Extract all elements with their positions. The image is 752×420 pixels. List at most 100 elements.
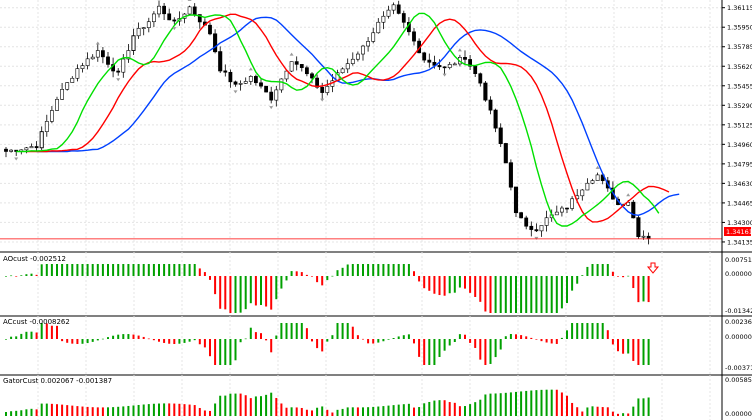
histogram-bar — [45, 264, 48, 276]
candle-body — [488, 99, 493, 111]
candle-body — [197, 14, 202, 23]
histogram-bar — [214, 276, 217, 295]
histogram-bar — [260, 333, 262, 339]
candle-body — [493, 109, 498, 129]
histogram-bar — [193, 339, 196, 341]
histogram-bar — [438, 276, 441, 296]
histogram-bar — [275, 276, 278, 300]
histogram-bar — [433, 400, 436, 416]
histogram-bar — [117, 264, 120, 276]
histogram-bar — [239, 393, 242, 416]
histogram-bar — [484, 394, 487, 416]
histogram-bar — [351, 407, 354, 416]
histogram-bar — [346, 264, 349, 276]
fractal-down-marker — [269, 106, 274, 110]
histogram-bar — [40, 323, 43, 339]
histogram-bar — [377, 406, 380, 416]
histogram-bar — [372, 264, 375, 276]
price-tick-label: 1.34630 — [727, 180, 752, 188]
candle-body — [641, 235, 646, 238]
histogram-bar — [158, 264, 160, 276]
histogram-bar — [249, 327, 252, 339]
histogram-bar — [637, 276, 640, 303]
histogram-bar — [326, 339, 329, 342]
histogram-bar — [504, 276, 507, 313]
candle-body — [75, 68, 80, 79]
candle-body — [503, 143, 508, 164]
histogram-bar — [453, 402, 456, 416]
histogram-bar — [331, 335, 334, 339]
histogram-bar — [35, 409, 38, 416]
histogram-bar — [188, 339, 191, 342]
histogram-bar — [91, 407, 94, 416]
histogram-bar — [35, 274, 38, 276]
current-price-badge — [724, 227, 751, 236]
histogram-bar — [270, 392, 273, 416]
candle-body — [524, 217, 529, 227]
price-tick-label: 1.35125 — [727, 121, 752, 129]
histogram-bar — [101, 338, 104, 340]
histogram-bar — [576, 323, 579, 339]
histogram-bar — [193, 405, 196, 416]
histogram-bar — [280, 403, 283, 416]
ao-tick-zero: 0.000000 — [725, 270, 752, 278]
histogram-bar — [183, 264, 186, 276]
histogram-bar — [637, 339, 640, 365]
histogram-bar — [234, 339, 237, 361]
candle-body — [243, 81, 248, 84]
candle-body — [376, 21, 381, 34]
histogram-bar — [392, 338, 395, 339]
histogram-bar — [326, 409, 329, 416]
candle-body — [361, 45, 365, 55]
ac-tick-bottom: -0.0037190 — [725, 364, 752, 372]
histogram-bar — [520, 276, 523, 313]
candle-body — [136, 28, 141, 37]
histogram-bar — [555, 389, 558, 416]
histogram-bar — [122, 406, 125, 416]
indicator-label-ao: AOcust -0.002512 — [3, 255, 66, 263]
candle-body — [437, 65, 442, 68]
candle-body — [631, 201, 636, 219]
histogram-bar — [66, 264, 69, 276]
histogram-bar — [300, 323, 303, 339]
histogram-bar — [545, 389, 548, 416]
histogram-bar — [647, 397, 650, 416]
histogram-bar — [96, 407, 99, 416]
histogram-bar — [382, 264, 385, 276]
histogram-bar — [158, 339, 160, 342]
histogram-bar — [132, 264, 135, 276]
histogram-bar — [81, 264, 84, 276]
candle-body — [264, 85, 269, 93]
fractal-down-marker — [172, 27, 177, 31]
histogram-bar — [270, 276, 273, 310]
histogram-bar — [198, 407, 201, 416]
histogram-bar — [66, 405, 69, 416]
histogram-bar — [596, 264, 599, 276]
red-moving-average — [26, 13, 670, 223]
histogram-bar — [5, 339, 7, 340]
candle-body — [187, 6, 192, 15]
histogram-bar — [147, 338, 150, 340]
histogram-bar — [515, 276, 517, 313]
candle-body — [585, 182, 590, 191]
candle-body — [534, 229, 539, 232]
histogram-bar — [76, 339, 79, 344]
candle-body — [44, 121, 49, 132]
histogram-bar — [326, 276, 329, 281]
histogram-bar — [571, 323, 574, 339]
histogram-bar — [627, 339, 630, 354]
histogram-bar — [10, 411, 13, 416]
histogram-bar — [469, 276, 472, 293]
histogram-bar — [239, 276, 242, 313]
histogram-bar — [362, 338, 364, 340]
candle-body — [24, 147, 29, 151]
price-tick-label: 1.35455 — [727, 82, 752, 90]
histogram-bar — [382, 339, 385, 342]
histogram-bar — [107, 337, 109, 339]
fractal-down-marker — [442, 73, 447, 77]
histogram-bar — [566, 395, 568, 416]
price-tick-label: 1.36115 — [727, 4, 752, 12]
histogram-bar — [458, 334, 461, 339]
histogram-bar — [642, 276, 645, 302]
histogram-bar — [484, 339, 487, 365]
